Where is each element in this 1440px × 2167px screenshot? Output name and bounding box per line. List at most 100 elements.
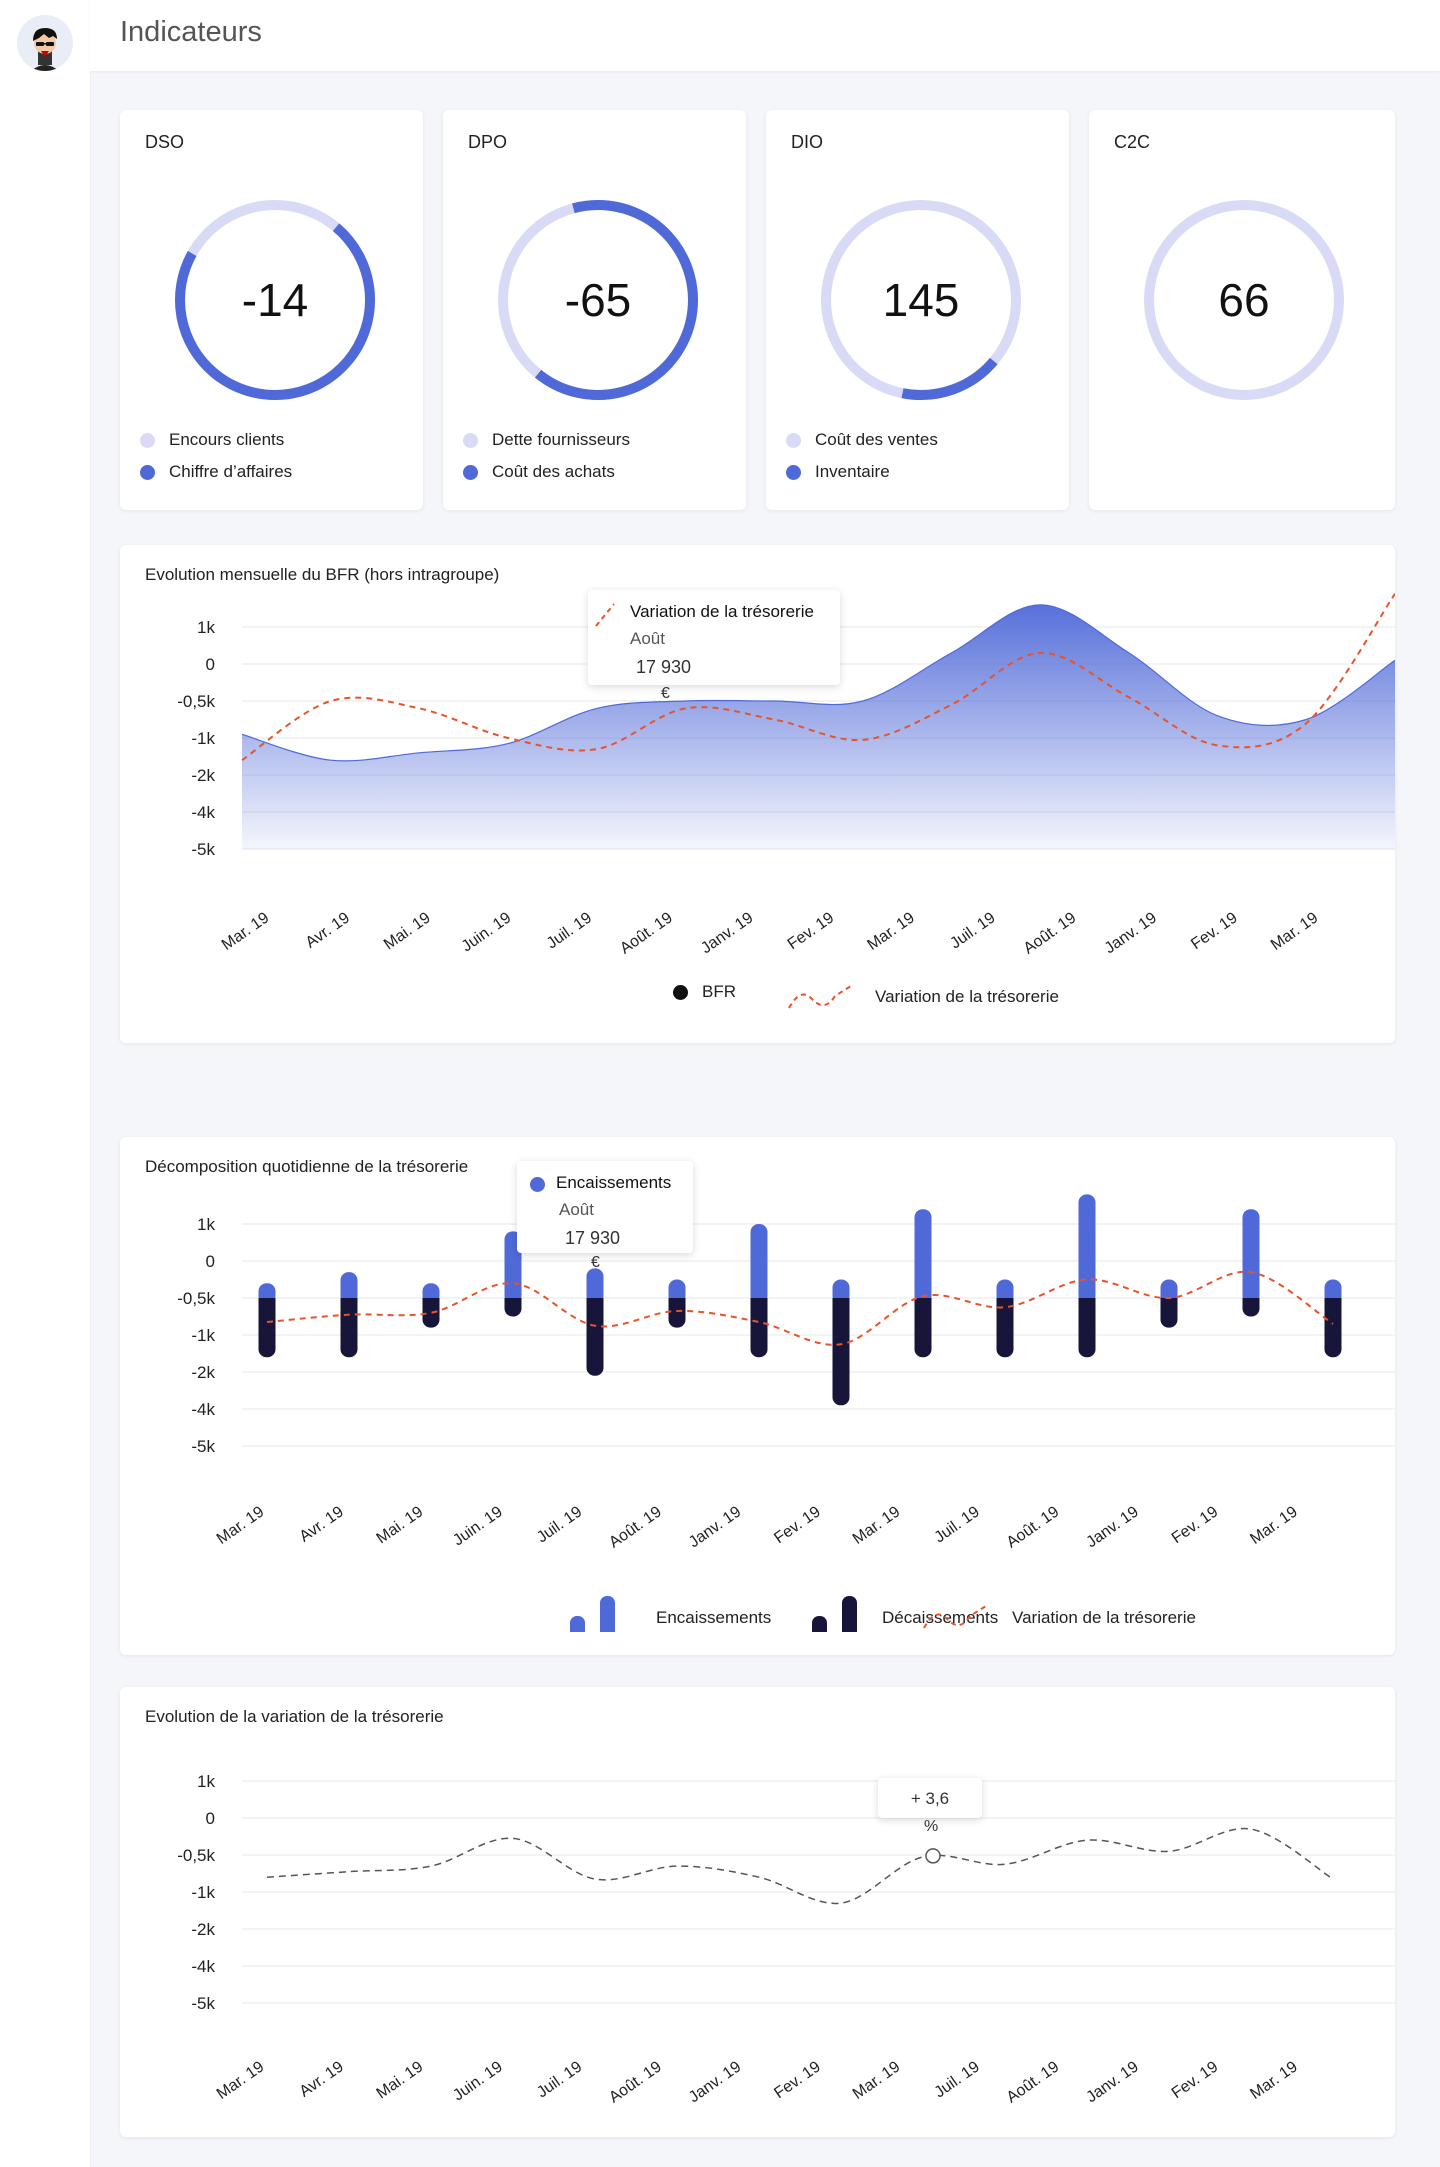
- black-dot-icon: [673, 984, 688, 1000]
- variation-line-chart: 1k 0 -0,5k -1k -2k -4k -5k Mar. 19 Avr. 19 Mai. 1…: [177, 1772, 1395, 2106]
- legend-label: Coût des achats: [492, 462, 615, 481]
- decomposition-bar-chart: 1k 0 -0,5k -1k -2k -4k -5k Mar. 19 Avr. 19 Mai. 1…: [177, 1194, 1395, 1551]
- kpi-card-dso: DSO -14 Encours clients Chiffre d’affair…: [120, 110, 423, 510]
- legend-label: Encours clients: [169, 430, 285, 449]
- decaissement-bar-top: [750, 1298, 768, 1306]
- decaissement-bar-top: [1160, 1298, 1178, 1306]
- hover-point[interactable]: [925, 1848, 941, 1864]
- x-tick-label: Janv. 19: [686, 1503, 744, 1551]
- encaissement-bar[interactable]: [1160, 1279, 1178, 1305]
- legend-item: Coût des achats: [463, 462, 615, 482]
- kpi-ring: [1144, 200, 1344, 400]
- legend-variation[interactable]: Variation de la trésorerie: [785, 982, 1059, 1012]
- legend-item: Encours clients: [140, 430, 284, 450]
- y-tick-label: -0,5k: [177, 692, 215, 711]
- decaissement-bar[interactable]: [832, 1298, 850, 1406]
- decaissement-bar-top: [1242, 1298, 1260, 1306]
- decaissement-bar-top: [340, 1298, 358, 1306]
- kpi-value: -65: [564, 274, 632, 326]
- primary-dot-icon: [140, 464, 155, 480]
- x-tick-label: Août. 19: [606, 1503, 665, 1551]
- x-tick-label: Août. 19: [1004, 1503, 1063, 1551]
- x-tick-label: Fev. 19: [1188, 909, 1241, 953]
- x-tick-label: Janv. 19: [1083, 1503, 1141, 1551]
- decaissement-bar-top: [1078, 1298, 1096, 1306]
- encaissement-bar[interactable]: [340, 1272, 358, 1304]
- x-tick-label: Mai. 19: [381, 909, 434, 953]
- user-avatar-icon: [31, 28, 59, 71]
- legend-label: BFR: [702, 982, 736, 1001]
- x-tick-label: Juin. 19: [450, 1503, 506, 1549]
- bfr-area: [242, 604, 1395, 849]
- variation-line: [266, 1270, 1334, 1346]
- y-tick-label: -1k: [191, 1883, 215, 1902]
- decaissement-bar-top: [668, 1298, 686, 1306]
- chart-tooltip: + 3,6: [878, 1778, 982, 1818]
- x-tick-label: Avr. 19: [303, 909, 353, 951]
- decaissement-bar[interactable]: [750, 1298, 768, 1358]
- y-tick-label: -0,5k: [177, 1289, 215, 1308]
- tooltip-unit: %: [924, 1818, 939, 1835]
- kpi-card-c2c: C2C 66: [1089, 110, 1395, 510]
- kpi-ring: [175, 200, 375, 400]
- encaissement-bar[interactable]: [586, 1268, 604, 1304]
- y-tick-label: -2k: [191, 1920, 215, 1939]
- x-tick-label: Juil. 19: [534, 2058, 585, 2101]
- x-tick-label: Juin. 19: [450, 2058, 506, 2104]
- legend-label: Variation de la trésorerie: [1012, 1608, 1196, 1627]
- legend-encaissements[interactable]: Encaissements: [568, 1592, 771, 1632]
- legend-label: Coût des ventes: [815, 430, 938, 449]
- x-tick-label: Juil. 19: [544, 909, 595, 952]
- legend-label: Inventaire: [815, 462, 890, 481]
- x-tick-label: Mar. 19: [1268, 909, 1322, 954]
- light-dot-icon: [786, 432, 801, 448]
- tooltip-unit: €: [661, 685, 670, 702]
- chart-title: Evolution mensuelle du BFR (hors intragr…: [145, 565, 500, 584]
- y-tick-label: -0,5k: [177, 1846, 215, 1865]
- decaissement-bar[interactable]: [340, 1298, 358, 1358]
- avatar[interactable]: [17, 15, 73, 71]
- y-tick-label: -1k: [191, 1326, 215, 1345]
- x-tick-label: Juil. 19: [932, 1503, 983, 1546]
- legend-decaissements[interactable]: Décaissements: [810, 1592, 998, 1632]
- encaissement-bar[interactable]: [832, 1279, 850, 1305]
- encaissement-bar[interactable]: [750, 1224, 768, 1304]
- x-tick-label: Fev. 19: [771, 2058, 824, 2102]
- x-tick-label: Août. 19: [1004, 2058, 1063, 2106]
- encaissement-bar[interactable]: [996, 1279, 1014, 1305]
- encaissement-bar[interactable]: [1324, 1279, 1342, 1305]
- legend-item: Coût des ventes: [786, 430, 938, 450]
- x-tick-label: Janv. 19: [1083, 2058, 1141, 2106]
- legend-label: Chiffre d’affaires: [169, 462, 293, 481]
- encaissement-bar[interactable]: [668, 1279, 686, 1305]
- kpi-title: C2C: [1114, 132, 1151, 152]
- x-tick-label: Fev. 19: [785, 909, 838, 953]
- encaissement-bar[interactable]: [1078, 1194, 1096, 1304]
- decaissement-bar[interactable]: [914, 1298, 932, 1358]
- legend-item: Inventaire: [786, 462, 890, 482]
- decaissement-bar[interactable]: [586, 1298, 604, 1376]
- tooltip-value: 17 930: [565, 1228, 621, 1248]
- encaissement-bar[interactable]: [914, 1209, 932, 1304]
- x-tick-label: Mai. 19: [374, 2058, 427, 2102]
- decaissement-bar[interactable]: [1078, 1298, 1096, 1358]
- blue-bars-icon: [570, 1596, 615, 1632]
- legend-variation[interactable]: Variation de la trésorerie: [920, 1592, 1196, 1632]
- page-title: Indicateurs: [120, 16, 262, 48]
- legend-label: Variation de la trésorerie: [875, 987, 1059, 1006]
- legend-item: Dette fournisseurs: [463, 430, 630, 450]
- legend-label: Encaissements: [656, 1608, 772, 1627]
- kpi-title: DIO: [791, 132, 824, 152]
- decaissement-bar[interactable]: [996, 1298, 1014, 1358]
- legend-bfr[interactable]: BFR: [673, 982, 736, 1002]
- x-tick-label: Juil. 19: [947, 909, 998, 952]
- variation-line: [266, 1827, 1334, 1905]
- x-tick-label: Juin. 19: [459, 909, 515, 955]
- decaissement-bar[interactable]: [1324, 1298, 1342, 1358]
- decaissement-bar[interactable]: [258, 1298, 276, 1358]
- y-tick-label: 1k: [197, 1215, 215, 1234]
- kpi-value: 66: [1218, 274, 1270, 326]
- chart-card-bfr: Evolution mensuelle du BFR (hors intragr…: [120, 545, 1395, 1043]
- encaissement-bar[interactable]: [1242, 1209, 1260, 1304]
- dashed-wave-icon: [923, 1605, 987, 1629]
